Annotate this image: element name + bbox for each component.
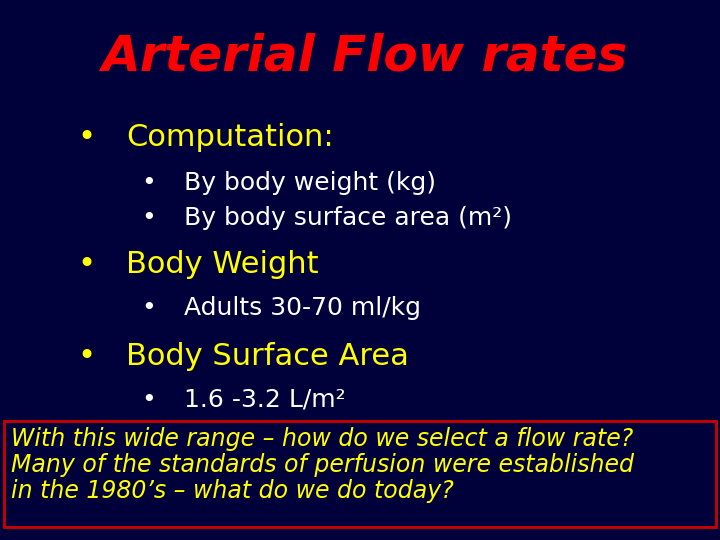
Text: By body surface area (m²): By body surface area (m²) xyxy=(184,206,512,230)
Text: •: • xyxy=(142,296,156,320)
Text: •: • xyxy=(77,250,96,279)
Text: •: • xyxy=(77,123,96,152)
Text: 1.6 -3.2 L/m²: 1.6 -3.2 L/m² xyxy=(184,388,345,411)
Text: in the 1980’s – what do we do today?: in the 1980’s – what do we do today? xyxy=(11,479,454,503)
Text: Arterial Flow rates: Arterial Flow rates xyxy=(101,33,627,80)
Text: •: • xyxy=(142,388,156,411)
Text: By body weight (kg): By body weight (kg) xyxy=(184,171,436,194)
Text: •: • xyxy=(77,342,96,371)
Text: Computation:: Computation: xyxy=(126,123,333,152)
Text: •: • xyxy=(142,206,156,230)
Text: Body Weight: Body Weight xyxy=(126,250,319,279)
Text: Adults 30-70 ml/kg: Adults 30-70 ml/kg xyxy=(184,296,420,320)
Text: Many of the standards of perfusion were established: Many of the standards of perfusion were … xyxy=(11,453,634,477)
Text: Body Surface Area: Body Surface Area xyxy=(126,342,409,371)
Text: With this wide range – how do we select a flow rate?: With this wide range – how do we select … xyxy=(11,427,633,451)
Text: •: • xyxy=(142,171,156,194)
